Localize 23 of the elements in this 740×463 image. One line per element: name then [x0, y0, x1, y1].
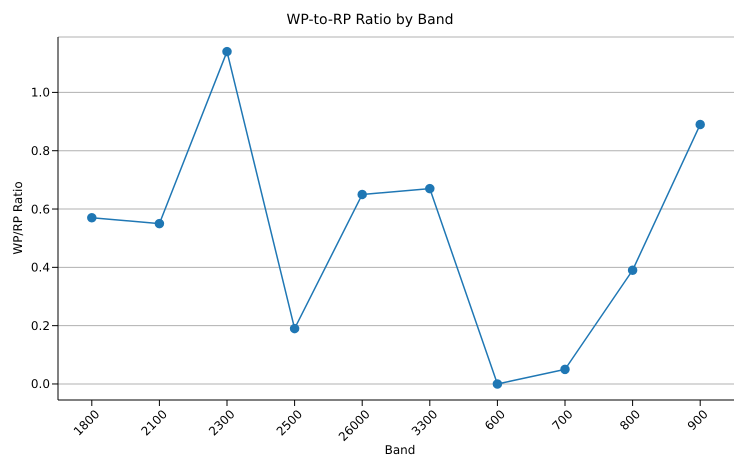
point — [695, 120, 705, 130]
point — [560, 364, 570, 374]
y-tick-label: 0.8 — [30, 144, 50, 158]
y-tick-label: 0.0 — [30, 377, 50, 392]
x-tick-label: 800 — [617, 407, 644, 434]
x-tick-label: 700 — [550, 407, 576, 434]
x-axis-title: Band — [384, 443, 416, 457]
y-tick-label: 1.0 — [30, 86, 50, 100]
point — [87, 213, 97, 223]
y-tick-label: 0.6 — [30, 202, 50, 216]
point — [290, 324, 300, 334]
y-tick-label: 0.4 — [30, 260, 50, 275]
point — [492, 379, 502, 389]
point — [357, 190, 367, 200]
x-tick-label: 900 — [684, 407, 711, 434]
point — [154, 218, 164, 228]
x-tick-label: 600 — [482, 407, 508, 434]
y-tick-label: 0.2 — [30, 318, 50, 333]
point — [222, 46, 232, 56]
y-axis-title: WP/RP Ratio — [10, 180, 26, 257]
point — [628, 266, 638, 276]
point — [425, 184, 435, 194]
chart-title: WP-to-RP Ratio by Band — [286, 12, 454, 28]
